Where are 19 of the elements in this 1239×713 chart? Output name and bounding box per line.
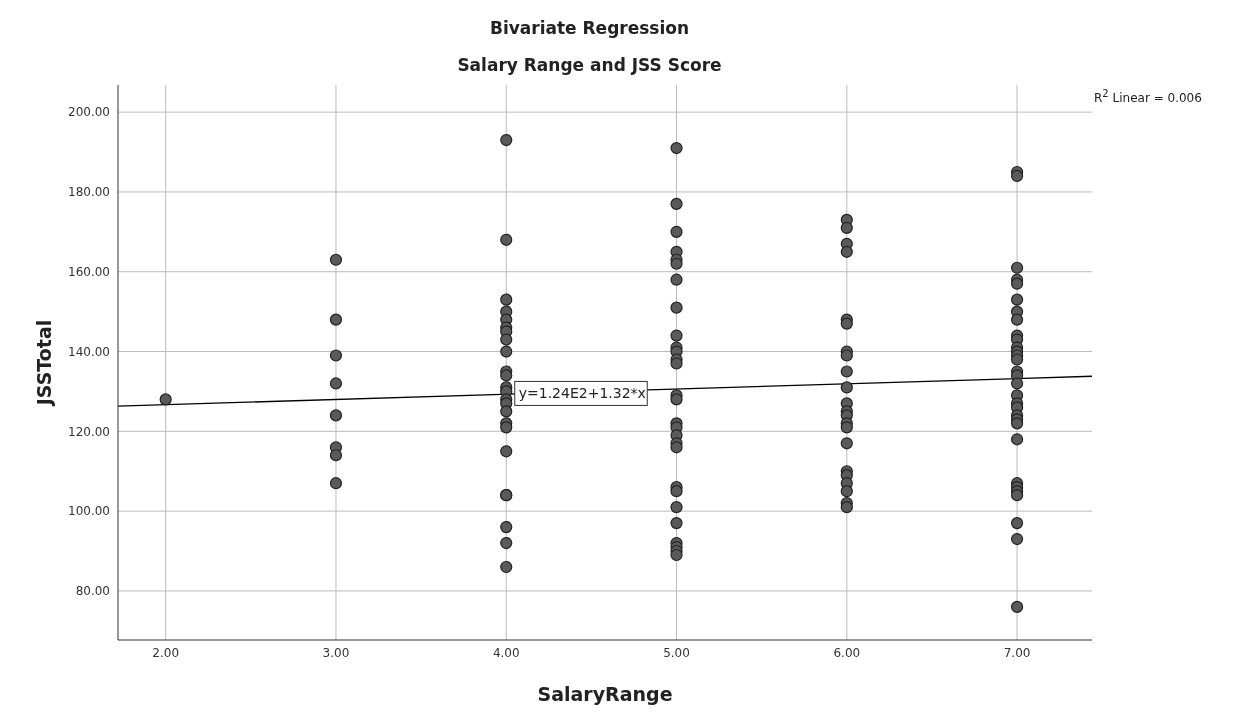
text: R$^{2}$ Linear = 0.006	[1094, 88, 1202, 105]
y-tick-label: 200.00	[68, 105, 110, 120]
y-tick-label: 180.00	[68, 185, 110, 200]
chart-subtitle: Salary Range and JSS Score	[456, 55, 723, 75]
annotation: y=1.24E2+1.32*x	[518, 385, 646, 402]
x-tick-label: 4.00	[492, 645, 520, 660]
y-tick-label: 140.00	[68, 344, 110, 359]
x-axis-title: SalaryRange	[537, 683, 673, 706]
y-tick-label: 120.00	[68, 424, 110, 439]
y-tick-label: 100.00	[68, 504, 110, 519]
y-tick-label: 160.00	[68, 264, 110, 279]
x-tick-label: 6.00	[833, 645, 861, 660]
x-tick-label: 7.00	[1003, 645, 1031, 660]
chart-title: Bivariate Regression	[488, 18, 691, 38]
y-tick-label: 80.00	[75, 584, 110, 599]
x-tick-label: 2.00	[152, 645, 180, 660]
x-tick-label: 3.00	[322, 645, 350, 660]
x-tick-label: 5.00	[663, 645, 690, 660]
y-axis-title: JSSTotal	[32, 319, 55, 408]
